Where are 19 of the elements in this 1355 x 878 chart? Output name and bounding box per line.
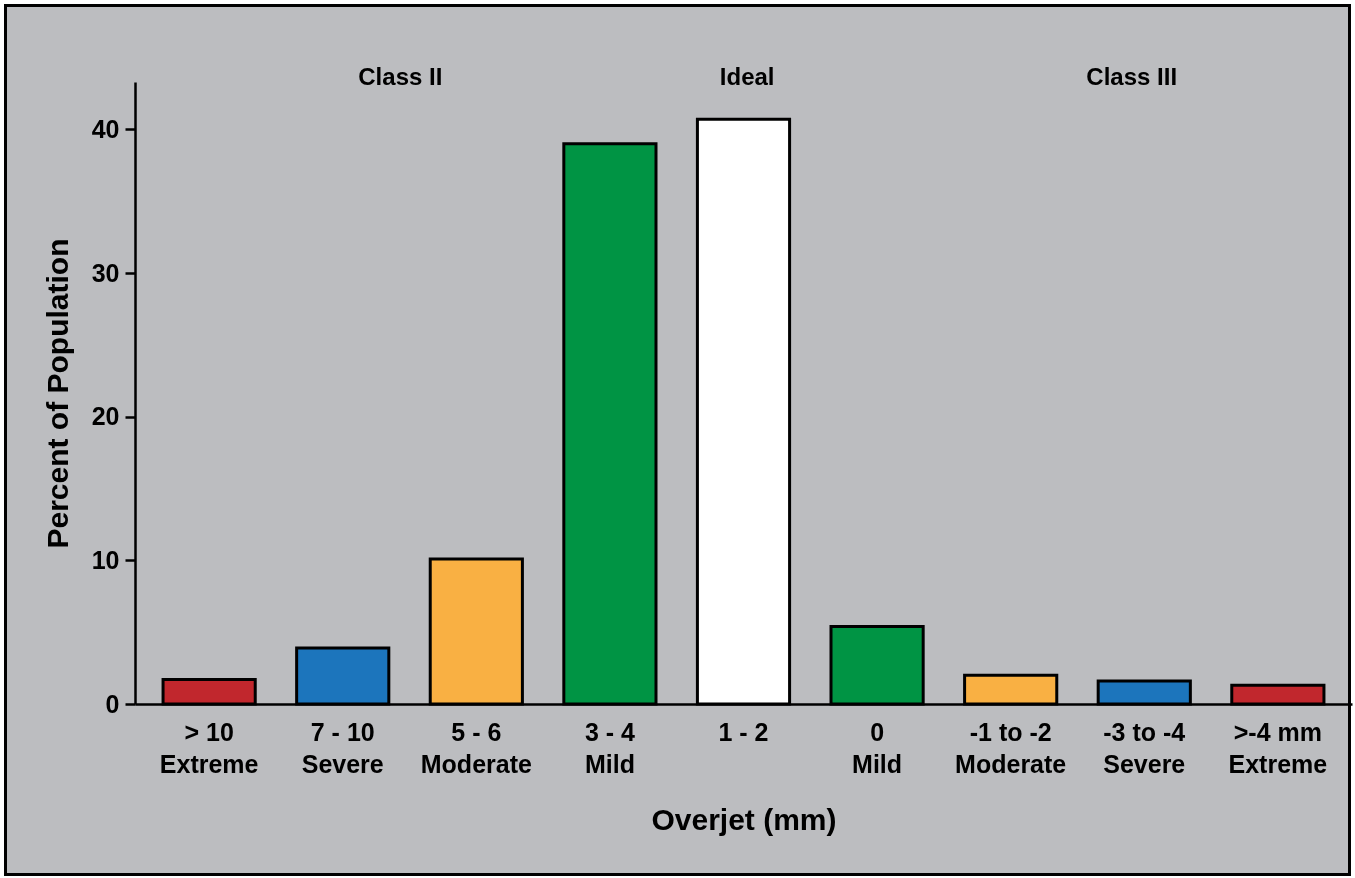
x-tick-label: 3 - 4 Mild [584, 717, 636, 778]
y-axis-title: Percent of Population [40, 238, 74, 549]
annotation: Class II [358, 63, 443, 90]
x-tick-label: -3 to -4 Severe [1103, 717, 1186, 778]
x-tick-label: > 10 Extreme [159, 717, 259, 778]
y-tick-label: 20 [91, 402, 120, 431]
annotation: Ideal [719, 63, 775, 90]
y-tick-label: 0 [105, 689, 120, 718]
x-axis-title: Overjet (mm) [651, 802, 837, 836]
x-tick-label: >-4 mm Extreme [1228, 717, 1328, 778]
x-tick-label: -1 to -2 Moderate [955, 717, 1067, 778]
annotation: Class III [1086, 63, 1178, 90]
y-tick-label: 30 [91, 258, 120, 287]
x-tick-label: 0 Mild [852, 717, 903, 778]
x-tick-label: 1 - 2 [718, 717, 769, 746]
y-tick-label: 40 [91, 114, 120, 143]
y-tick-label: 10 [91, 545, 120, 574]
x-tick-label: 5 - 6 Moderate [420, 717, 532, 778]
x-tick-label: 7 - 10 Severe [301, 717, 384, 778]
